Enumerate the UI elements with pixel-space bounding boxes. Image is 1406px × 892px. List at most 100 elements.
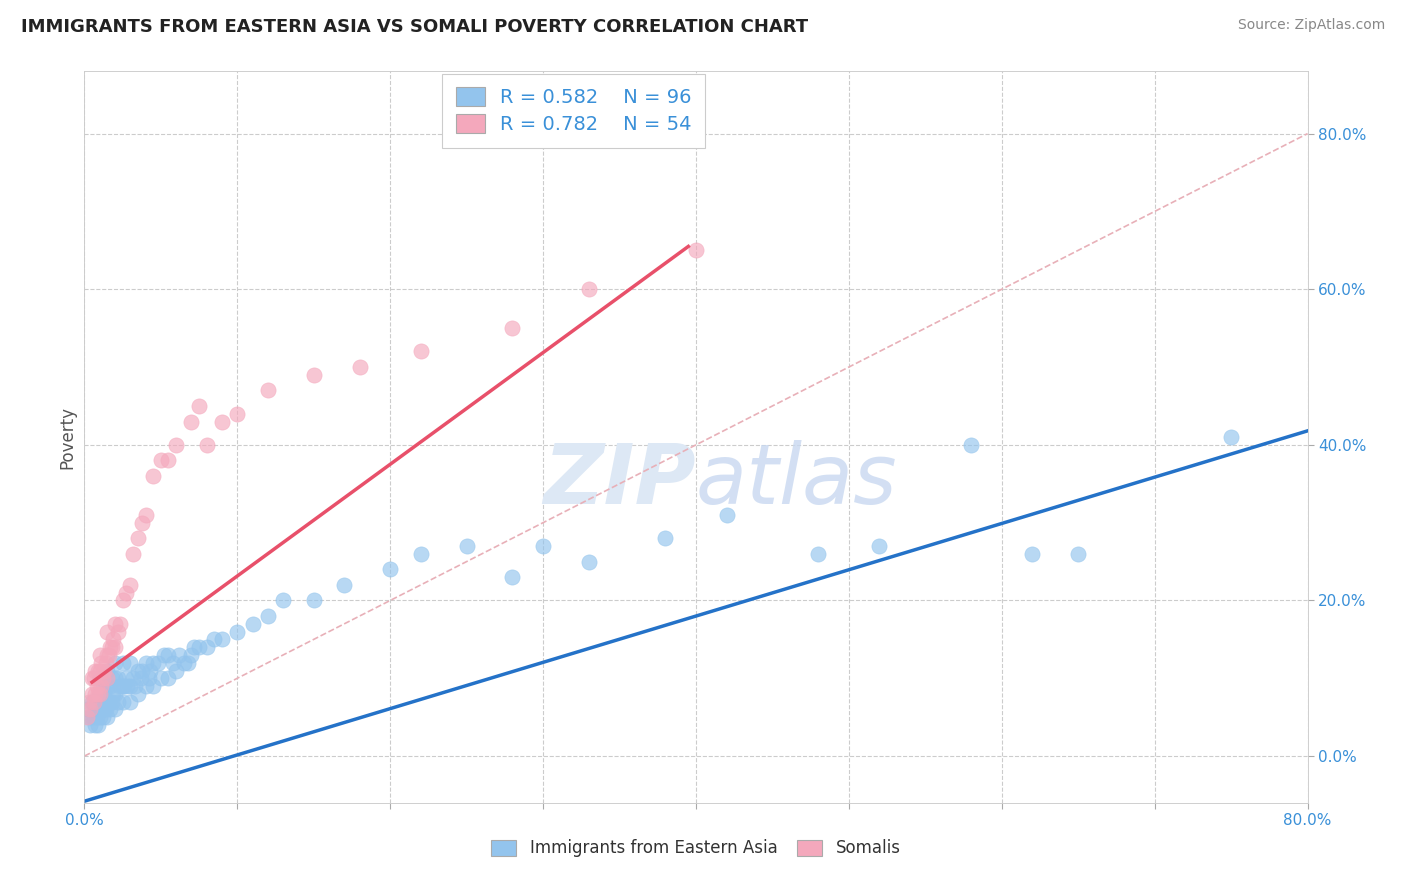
Point <box>111 695 134 709</box>
Point <box>98 679 121 693</box>
Point <box>180 648 202 662</box>
Point <box>122 671 145 685</box>
Point <box>91 710 114 724</box>
Point <box>120 695 142 709</box>
Text: Source: ZipAtlas.com: Source: ZipAtlas.com <box>1237 18 1385 32</box>
Point <box>188 640 211 655</box>
Point <box>716 508 738 522</box>
Point <box>1021 547 1043 561</box>
Point <box>302 368 325 382</box>
Point <box>86 695 108 709</box>
Point <box>349 359 371 374</box>
Point <box>107 695 129 709</box>
Point <box>142 469 165 483</box>
Point <box>127 531 149 545</box>
Point <box>90 656 112 670</box>
Point <box>380 562 402 576</box>
Point <box>142 679 165 693</box>
Point <box>77 710 100 724</box>
Point <box>96 695 118 709</box>
Point <box>654 531 676 545</box>
Point <box>162 656 184 670</box>
Point <box>93 664 115 678</box>
Point <box>111 679 134 693</box>
Point <box>960 438 983 452</box>
Point <box>578 555 600 569</box>
Point <box>502 321 524 335</box>
Point <box>157 648 180 662</box>
Point <box>157 671 180 685</box>
Point <box>84 687 107 701</box>
Point <box>1067 547 1090 561</box>
Point <box>149 453 172 467</box>
Point <box>96 624 118 639</box>
Point <box>107 671 129 685</box>
Point <box>129 671 152 685</box>
Y-axis label: Poverty: Poverty <box>58 406 76 468</box>
Point <box>177 656 200 670</box>
Point <box>93 702 115 716</box>
Point <box>120 578 142 592</box>
Point <box>104 671 127 685</box>
Point <box>103 687 125 701</box>
Point <box>97 648 120 662</box>
Point <box>79 702 101 716</box>
Point <box>98 640 121 655</box>
Point <box>96 671 118 685</box>
Point <box>409 547 432 561</box>
Point <box>153 648 176 662</box>
Point <box>120 679 142 693</box>
Text: atlas: atlas <box>696 441 897 522</box>
Point <box>409 344 432 359</box>
Point <box>94 656 117 670</box>
Text: IMMIGRANTS FROM EASTERN ASIA VS SOMALI POVERTY CORRELATION CHART: IMMIGRANTS FROM EASTERN ASIA VS SOMALI P… <box>21 18 808 36</box>
Point <box>89 687 111 701</box>
Point <box>165 664 187 678</box>
Point <box>165 438 187 452</box>
Point <box>77 695 100 709</box>
Point <box>302 593 325 607</box>
Point <box>96 679 118 693</box>
Point <box>90 679 112 693</box>
Point <box>84 718 107 732</box>
Point <box>79 718 101 732</box>
Point <box>149 671 172 685</box>
Point <box>96 648 118 662</box>
Point <box>80 671 103 685</box>
Point <box>80 710 103 724</box>
Point <box>1220 430 1243 444</box>
Point <box>84 702 107 716</box>
Point <box>242 616 264 631</box>
Point <box>104 656 127 670</box>
Point <box>91 671 114 685</box>
Point <box>685 244 707 258</box>
Point <box>101 671 124 685</box>
Point <box>127 687 149 701</box>
Point <box>83 710 105 724</box>
Point <box>188 399 211 413</box>
Point <box>89 671 111 685</box>
Point <box>195 438 218 452</box>
Point <box>104 640 127 655</box>
Point <box>87 718 110 732</box>
Point <box>122 547 145 561</box>
Point <box>120 656 142 670</box>
Point <box>80 687 103 701</box>
Point <box>131 516 153 530</box>
Point <box>127 664 149 678</box>
Point <box>578 282 600 296</box>
Point <box>89 664 111 678</box>
Point <box>135 656 157 670</box>
Point <box>226 407 249 421</box>
Point <box>869 539 891 553</box>
Point <box>87 664 110 678</box>
Point <box>107 624 129 639</box>
Point <box>142 656 165 670</box>
Point <box>111 656 134 670</box>
Point <box>135 679 157 693</box>
Point <box>108 616 131 631</box>
Point <box>97 695 120 709</box>
Point <box>502 570 524 584</box>
Point <box>114 671 136 685</box>
Point <box>103 632 125 647</box>
